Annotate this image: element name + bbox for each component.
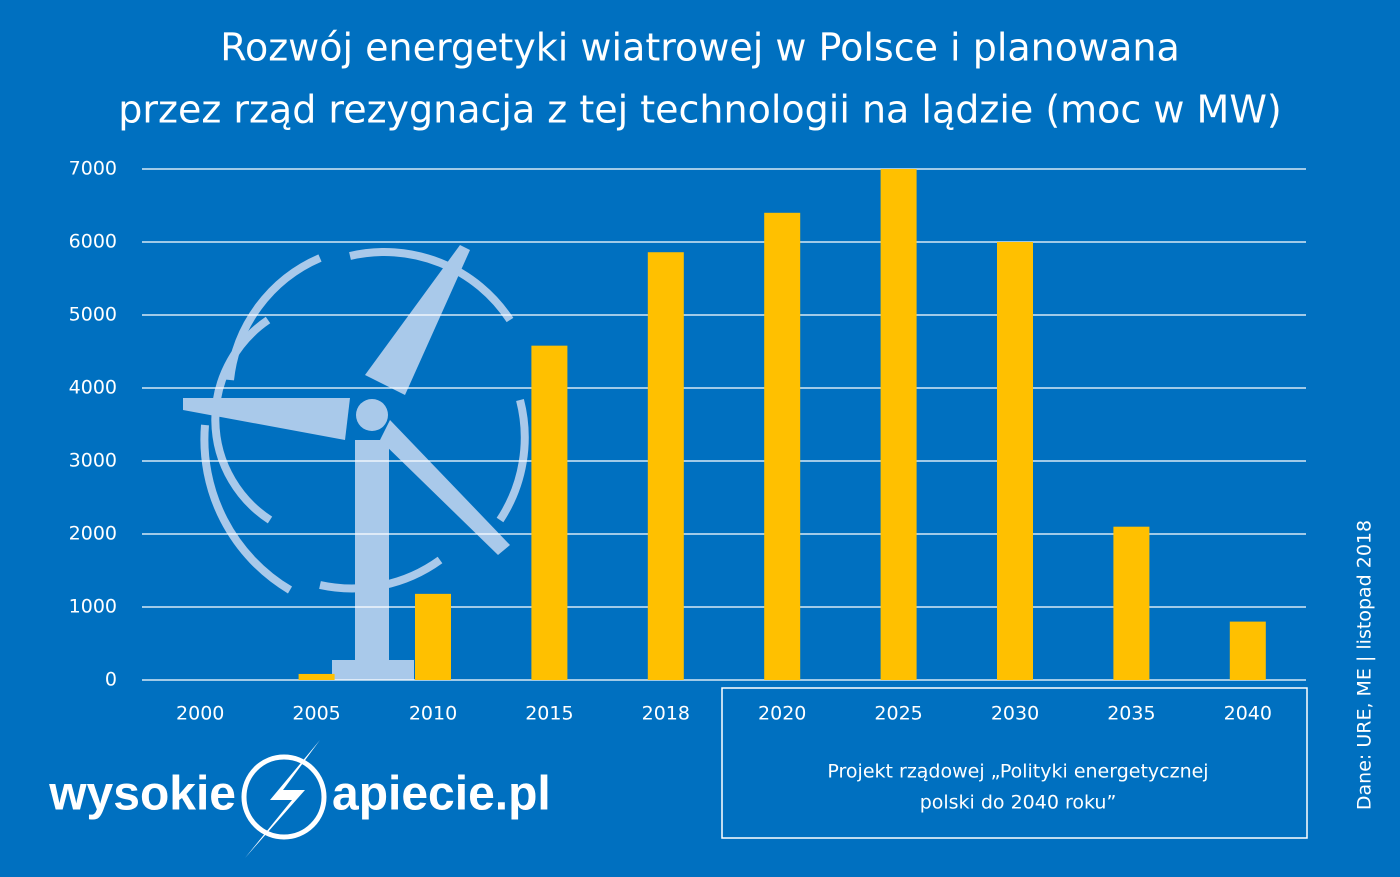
source: Dane: URE, ME | listopad 2018 [1354, 520, 1376, 810]
bar [415, 593, 451, 680]
x-tick-label: 2030 [991, 703, 1039, 725]
bar [880, 169, 917, 680]
x-tick-label: 2015 [525, 703, 573, 725]
y-tick-label: 1000 [69, 596, 117, 618]
annotation-box [721, 687, 1308, 839]
x-tick-label: 2025 [874, 703, 922, 725]
chart-title: przez rząd rezygnacja z tej technologii … [118, 88, 1282, 132]
logo: wysokie [48, 768, 236, 821]
x-tick-label: 2018 [642, 703, 690, 725]
bar [1229, 621, 1266, 680]
logo-icon [241, 740, 327, 858]
x-tick-label: 2040 [1224, 703, 1272, 725]
bar [997, 242, 1033, 680]
bar [1113, 526, 1150, 680]
logo: apiecie.pl [332, 768, 551, 821]
x-tick-label: 2005 [292, 703, 340, 725]
x-tick-label: 2020 [758, 703, 806, 725]
y-tick-label: 3000 [69, 450, 117, 472]
y-tick-label: 2000 [69, 523, 117, 545]
bar [531, 345, 568, 680]
chart-title: Rozwój energetyki wiatrowej w Polsce i p… [220, 26, 1179, 70]
x-tick-label: 2035 [1107, 703, 1155, 725]
y-tick-label: 0 [105, 669, 117, 691]
bar [298, 673, 335, 680]
bar [764, 212, 801, 681]
annotation: Projekt rządowej „Polityki energetycznej [827, 761, 1208, 783]
y-tick-label: 6000 [69, 231, 117, 253]
y-tick-label: 5000 [69, 304, 117, 326]
annotation: polski do 2040 roku” [920, 792, 1117, 814]
bar [647, 252, 684, 680]
y-tick-label: 4000 [69, 377, 117, 399]
windmill-body [183, 245, 510, 680]
y-tick-label: 7000 [69, 158, 117, 180]
x-tick-label: 2010 [409, 703, 457, 725]
x-tick-label: 2000 [176, 703, 224, 725]
